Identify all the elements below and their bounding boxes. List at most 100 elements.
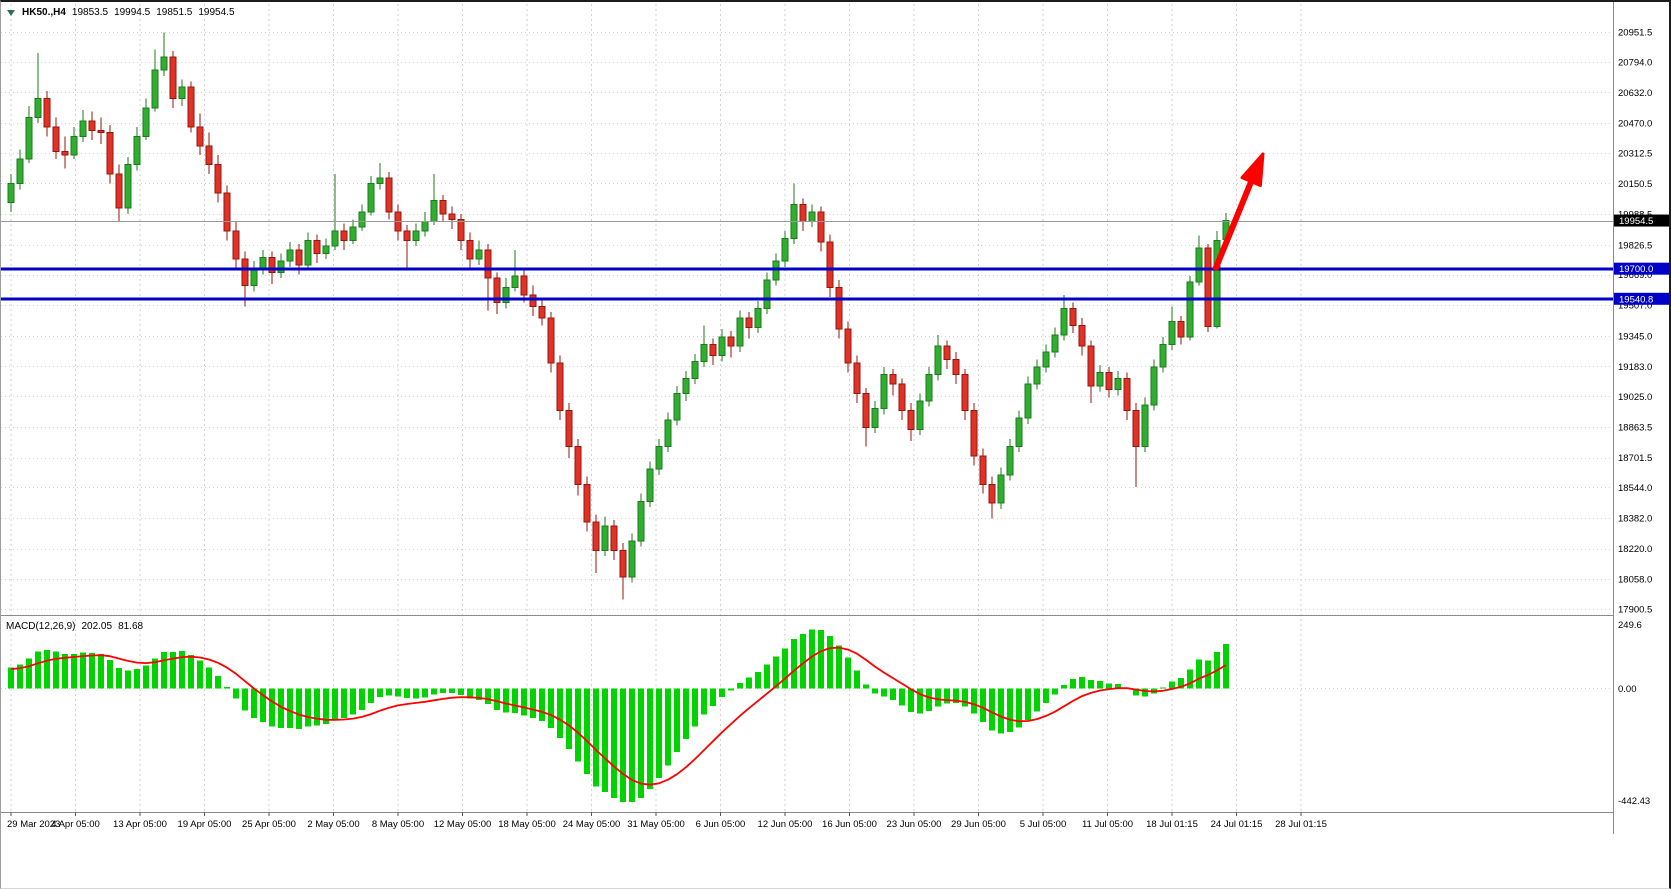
candle — [1015, 410, 1023, 453]
candle — [160, 32, 168, 76]
symbol-dropdown-icon[interactable] — [7, 9, 15, 16]
candle — [1006, 438, 1014, 481]
candle — [1051, 327, 1059, 358]
macd-indicator-label: MACD(12,26,9) 202.05 81.68 — [6, 621, 143, 632]
price-line-badge-text: 19700.0 — [1619, 264, 1653, 275]
price-axis-label: 20150.5 — [1618, 179, 1652, 190]
macd-signal-value: 81.68 — [118, 621, 144, 632]
candle — [790, 183, 798, 245]
candle — [502, 278, 510, 309]
candle — [331, 174, 339, 250]
candle — [898, 378, 906, 420]
candle — [223, 185, 231, 241]
candle — [1033, 359, 1041, 390]
trend-arrow[interactable] — [1212, 152, 1265, 272]
date-axis-label: 18 Jul 01:15 — [1146, 819, 1198, 830]
candle — [286, 242, 294, 267]
candle — [997, 467, 1005, 509]
price-axis-labels: 20951.5 20794.0 20632.0 20470.0 20312.5 20150… — [1618, 28, 1652, 616]
candle — [214, 155, 222, 203]
candle — [1177, 315, 1185, 345]
candle — [637, 493, 645, 547]
candle — [106, 124, 114, 184]
candle — [511, 249, 519, 292]
candle — [871, 401, 879, 434]
candle — [925, 367, 933, 407]
candle — [1024, 376, 1032, 424]
candle — [259, 249, 267, 275]
date-axis-label: 11 Jul 05:00 — [1082, 819, 1133, 830]
candle — [70, 126, 78, 159]
candle — [439, 194, 447, 222]
candle — [196, 113, 204, 156]
candle — [907, 402, 915, 441]
date-axis-label: 12 May 05:00 — [434, 819, 492, 830]
price-axis-label: 18382.0 — [1618, 513, 1652, 524]
candle — [763, 272, 771, 315]
candle — [880, 367, 888, 415]
price-axis-label: 20312.5 — [1618, 148, 1652, 159]
candle — [16, 149, 24, 190]
candle — [835, 280, 843, 339]
panel-frame — [1, 2, 1614, 834]
date-axis-label: 2 May 05:00 — [307, 819, 359, 830]
date-axis-label: 13 Apr 05:00 — [113, 819, 167, 830]
candle — [88, 111, 96, 141]
candle — [1213, 230, 1221, 329]
candle — [457, 213, 465, 250]
candle — [520, 268, 528, 303]
candle — [979, 448, 987, 494]
candle — [952, 351, 960, 385]
candle — [448, 206, 456, 229]
candle — [943, 340, 951, 369]
candle — [970, 402, 978, 466]
candle — [583, 476, 591, 532]
candle — [43, 90, 51, 137]
candle — [403, 225, 411, 269]
candle — [781, 230, 789, 267]
ohlc-low-value: 19851.5 — [156, 7, 193, 18]
candle — [241, 251, 249, 307]
candle — [610, 520, 618, 560]
candle — [556, 355, 564, 420]
candle — [25, 106, 33, 163]
candle — [304, 232, 312, 269]
candle — [421, 211, 429, 237]
candle — [277, 253, 285, 279]
date-axis-label: 23 Jun 05:00 — [887, 819, 942, 830]
candle — [673, 385, 681, 426]
price-gridlines — [1, 32, 1613, 610]
candle — [1168, 306, 1176, 351]
candle — [475, 240, 483, 265]
candle — [664, 412, 672, 453]
candle — [1132, 402, 1140, 488]
price-axis-label: 20794.0 — [1618, 57, 1652, 68]
price-axis-label: 18701.5 — [1618, 453, 1652, 464]
price-axis-label: 20951.5 — [1618, 28, 1652, 39]
candle — [7, 174, 15, 212]
price-line-badge: 19540.8 — [1614, 292, 1669, 305]
candle — [340, 223, 348, 250]
candle — [718, 329, 726, 362]
current-price-badge-text: 19954.5 — [1619, 216, 1653, 227]
macd-axis-label: 249.6 — [1618, 620, 1642, 631]
candle — [547, 312, 555, 373]
candle — [115, 164, 123, 222]
date-axis-label: 31 May 05:00 — [627, 819, 685, 830]
price-axis-label: 19345.0 — [1618, 331, 1652, 342]
price-axis-label: 18058.0 — [1618, 575, 1652, 586]
date-axis-label: 16 Jun 05:00 — [822, 819, 877, 830]
candle — [565, 402, 573, 458]
candle — [322, 238, 330, 260]
price-axis-label: 19025.0 — [1618, 392, 1652, 403]
candle — [817, 206, 825, 252]
candle — [1195, 235, 1203, 286]
candle — [1069, 302, 1077, 333]
date-axis-label: 25 Apr 05:00 — [242, 819, 296, 830]
candle — [745, 312, 753, 339]
candle — [736, 310, 744, 352]
candle — [367, 176, 375, 216]
candle — [754, 300, 762, 333]
candle — [628, 533, 636, 583]
